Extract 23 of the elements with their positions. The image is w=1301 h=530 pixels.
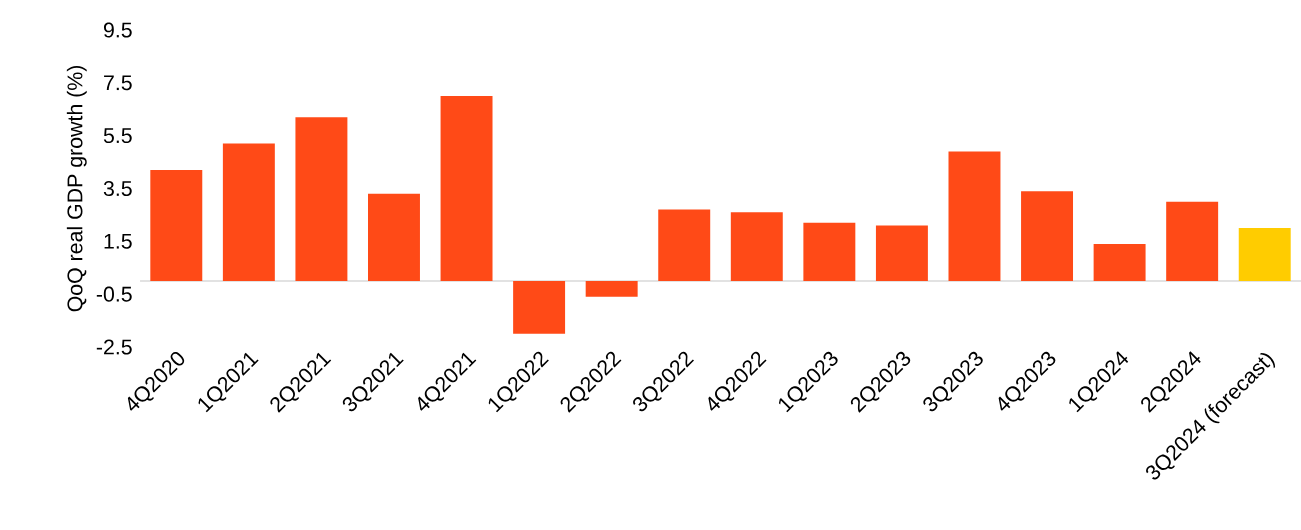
y-tick-label: 9.5 bbox=[103, 22, 132, 38]
bar bbox=[1093, 243, 1146, 281]
bar bbox=[222, 143, 275, 281]
bar bbox=[150, 170, 203, 281]
bar bbox=[440, 96, 493, 281]
y-tick-label: 5.5 bbox=[103, 128, 132, 144]
y-tick-label: 7.5 bbox=[104, 75, 132, 91]
bar bbox=[295, 117, 348, 281]
bar bbox=[875, 225, 928, 281]
bar bbox=[730, 212, 783, 281]
bar bbox=[948, 151, 1001, 281]
bar bbox=[1238, 228, 1291, 281]
bar bbox=[658, 209, 711, 281]
y-tick-label: 3.5 bbox=[103, 180, 132, 197]
bar bbox=[1021, 191, 1074, 281]
y-axis-title: QoQ real GDP growth (%) bbox=[66, 65, 87, 312]
y-tick-label: 1.5 bbox=[104, 233, 132, 249]
bar bbox=[803, 222, 856, 281]
bar bbox=[1166, 201, 1219, 281]
y-tick-label: -0.5 bbox=[96, 286, 132, 302]
bar bbox=[513, 280, 566, 334]
bar bbox=[585, 280, 638, 297]
bar bbox=[368, 193, 420, 281]
